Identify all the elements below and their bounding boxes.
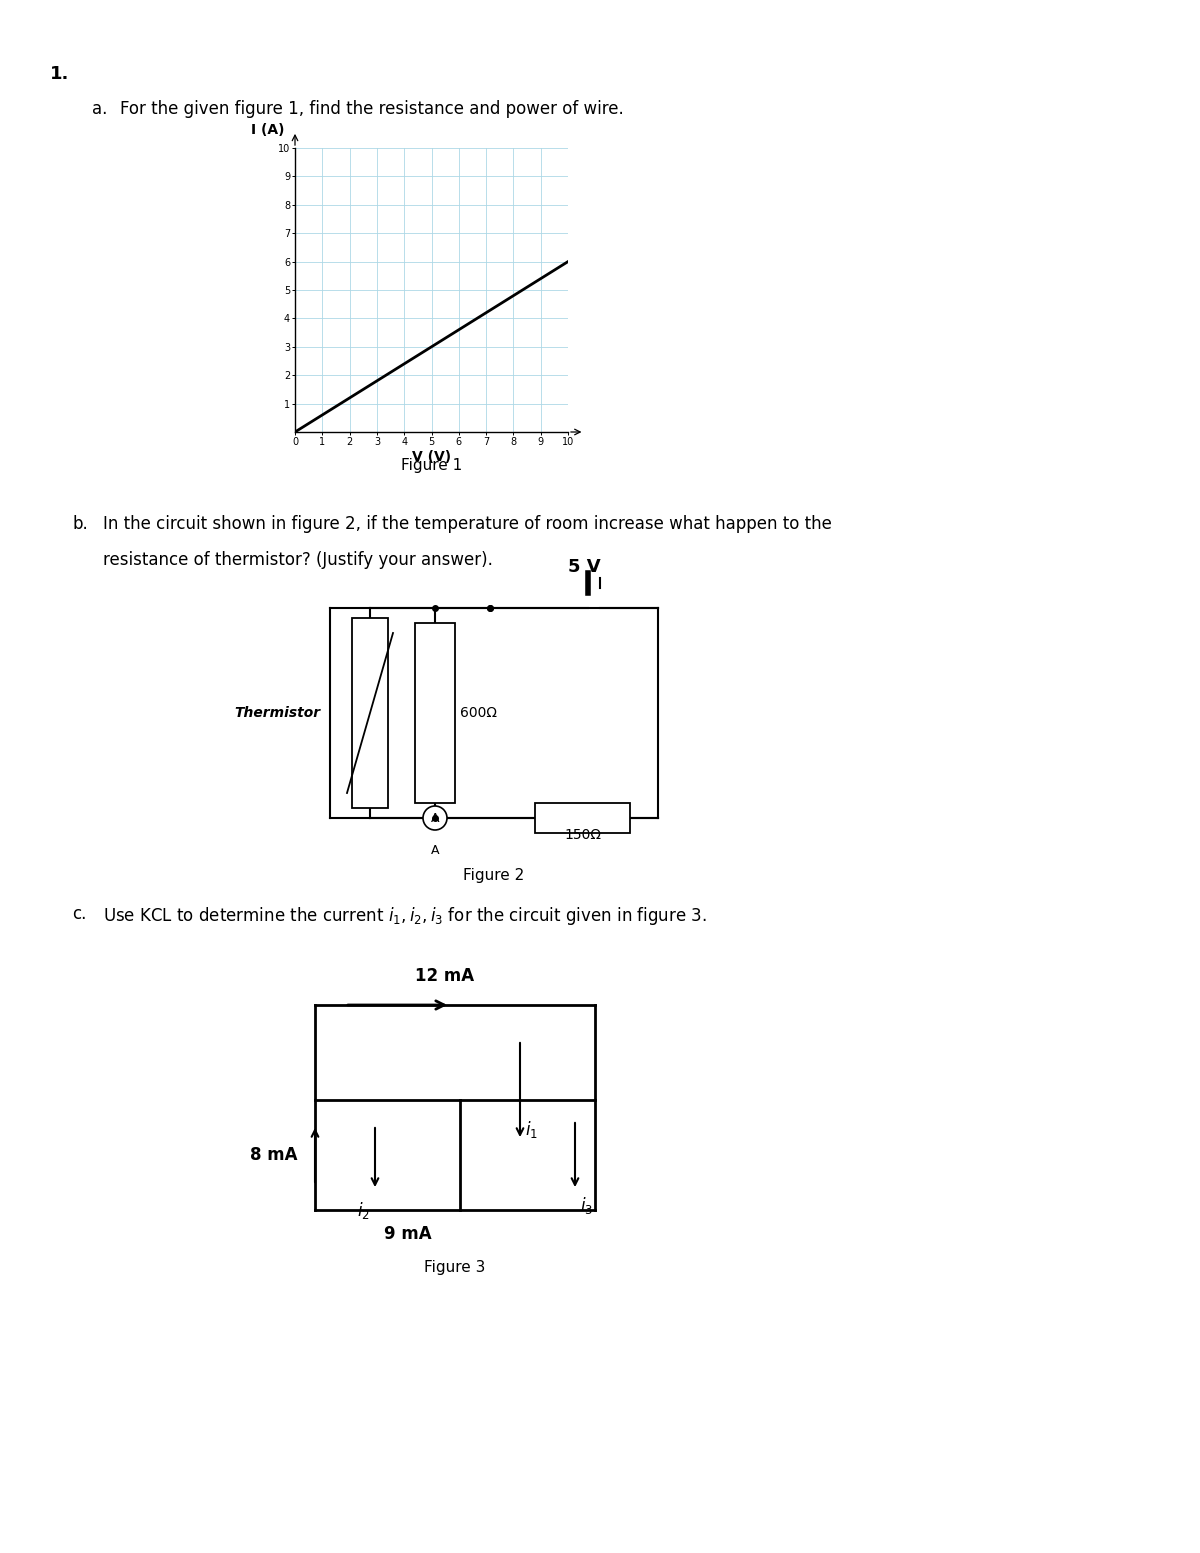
Text: 150Ω: 150Ω: [564, 828, 601, 842]
Bar: [352, 618, 388, 808]
Text: Figure 3: Figure 3: [425, 1259, 486, 1275]
Text: $i_1$: $i_1$: [526, 1120, 538, 1140]
Text: 600Ω: 600Ω: [460, 707, 497, 721]
Text: resistance of thermistor? (Justify your answer).: resistance of thermistor? (Justify your …: [103, 551, 493, 568]
Text: 1.: 1.: [50, 65, 70, 82]
Text: c.: c.: [72, 905, 86, 922]
Text: A: A: [431, 812, 439, 825]
Text: Thermistor: Thermistor: [234, 707, 320, 721]
Text: Figure 2: Figure 2: [463, 868, 524, 884]
Text: In the circuit shown in figure 2, if the temperature of room increase what happe: In the circuit shown in figure 2, if the…: [103, 516, 832, 533]
Text: A: A: [431, 843, 439, 857]
Text: Figure 1: Figure 1: [401, 458, 462, 474]
Bar: [535, 803, 630, 832]
X-axis label: V (V): V (V): [412, 450, 451, 464]
Text: 12 mA: 12 mA: [415, 968, 474, 985]
Text: b.: b.: [72, 516, 88, 533]
Bar: [415, 623, 455, 803]
Text: a.: a.: [92, 99, 107, 118]
Text: 9 mA: 9 mA: [384, 1225, 431, 1242]
Text: 8 mA: 8 mA: [250, 1146, 298, 1165]
Text: 5 V: 5 V: [568, 558, 600, 576]
Y-axis label: I (A): I (A): [251, 123, 284, 137]
Text: $i_2$: $i_2$: [358, 1200, 370, 1221]
Text: Use KCL to determine the current $i_1, i_2, i_3$ for the circuit given in figure: Use KCL to determine the current $i_1, i…: [103, 905, 707, 927]
Circle shape: [424, 806, 446, 829]
Text: For the given figure 1, find the resistance and power of wire.: For the given figure 1, find the resista…: [120, 99, 624, 118]
Text: $i_3$: $i_3$: [580, 1194, 593, 1216]
